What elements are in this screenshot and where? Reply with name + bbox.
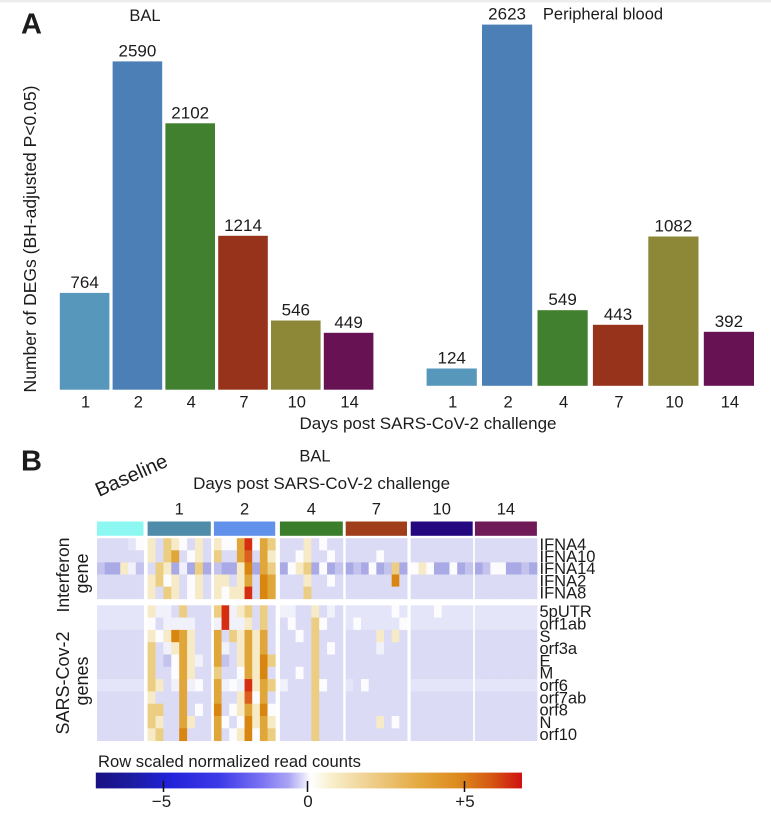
svg-text:7: 7 [372,501,381,519]
svg-text:M: M [540,665,554,683]
svg-text:orf1ab: orf1ab [540,616,587,634]
svg-text:5pUTR: 5pUTR [540,603,592,621]
svg-text:4: 4 [559,394,568,412]
svg-text:546: 546 [282,301,310,320]
svg-text:549: 549 [548,290,576,309]
svg-text:14: 14 [497,501,515,519]
svg-text:443: 443 [604,305,632,324]
svg-text:genes: genes [72,656,92,705]
svg-text:B: B [21,446,42,478]
svg-text:14: 14 [721,394,739,412]
svg-text:IFNA4: IFNA4 [540,536,587,554]
svg-text:A: A [21,9,42,41]
svg-text:Row scaled normalized read cou: Row scaled normalized read counts [98,752,361,771]
svg-text:BAL: BAL [129,7,160,25]
svg-text:2: 2 [504,394,513,412]
svg-text:7: 7 [614,394,623,412]
svg-text:orf8: orf8 [540,702,568,720]
svg-text:2590: 2590 [118,41,156,60]
svg-text:4: 4 [307,501,316,519]
svg-text:2623: 2623 [488,5,526,24]
svg-text:+5: +5 [455,792,474,811]
svg-text:S: S [540,628,551,646]
svg-text:7: 7 [239,394,248,412]
svg-text:Interferon: Interferon [53,538,73,613]
svg-text:392: 392 [715,312,743,331]
svg-text:1: 1 [175,501,184,519]
svg-text:−5: −5 [152,792,171,811]
svg-text:1214: 1214 [224,216,262,235]
svg-text:IFNA8: IFNA8 [540,584,587,602]
svg-text:0: 0 [303,792,312,811]
svg-text:orf3a: orf3a [540,640,578,658]
svg-text:N: N [540,714,552,732]
svg-text:449: 449 [334,313,362,332]
svg-text:SARS-Cov-2: SARS-Cov-2 [53,631,73,734]
svg-text:Days post SARS-CoV-2 challenge: Days post SARS-CoV-2 challenge [193,474,450,493]
svg-text:Days post SARS-CoV-2 challenge: Days post SARS-CoV-2 challenge [299,414,556,433]
svg-text:764: 764 [70,273,98,292]
svg-text:10: 10 [665,394,683,412]
svg-text:E: E [540,652,551,670]
svg-text:orf10: orf10 [540,726,578,744]
svg-text:gene: gene [72,553,92,593]
svg-text:Number of DEGs (BH-adjusted P<: Number of DEGs (BH-adjusted P<0.05) [20,86,40,393]
svg-text:IFNA14: IFNA14 [540,560,596,578]
svg-text:2: 2 [134,394,143,412]
svg-text:orf6: orf6 [540,677,568,695]
svg-text:14: 14 [340,394,358,412]
svg-text:2: 2 [240,501,249,519]
svg-text:IFNA2: IFNA2 [540,572,587,590]
svg-text:IFNA10: IFNA10 [540,548,596,566]
svg-text:2102: 2102 [171,103,209,122]
svg-text:Baseline: Baseline [92,450,171,501]
svg-text:orf7ab: orf7ab [540,689,587,707]
svg-text:1: 1 [81,394,90,412]
svg-text:124: 124 [438,349,466,368]
svg-text:Peripheral blood: Peripheral blood [543,6,663,24]
svg-text:10: 10 [288,394,306,412]
svg-text:BAL: BAL [299,448,330,466]
svg-text:1082: 1082 [654,217,692,236]
svg-text:1: 1 [448,394,457,412]
svg-text:10: 10 [433,501,451,519]
svg-text:4: 4 [187,394,196,412]
